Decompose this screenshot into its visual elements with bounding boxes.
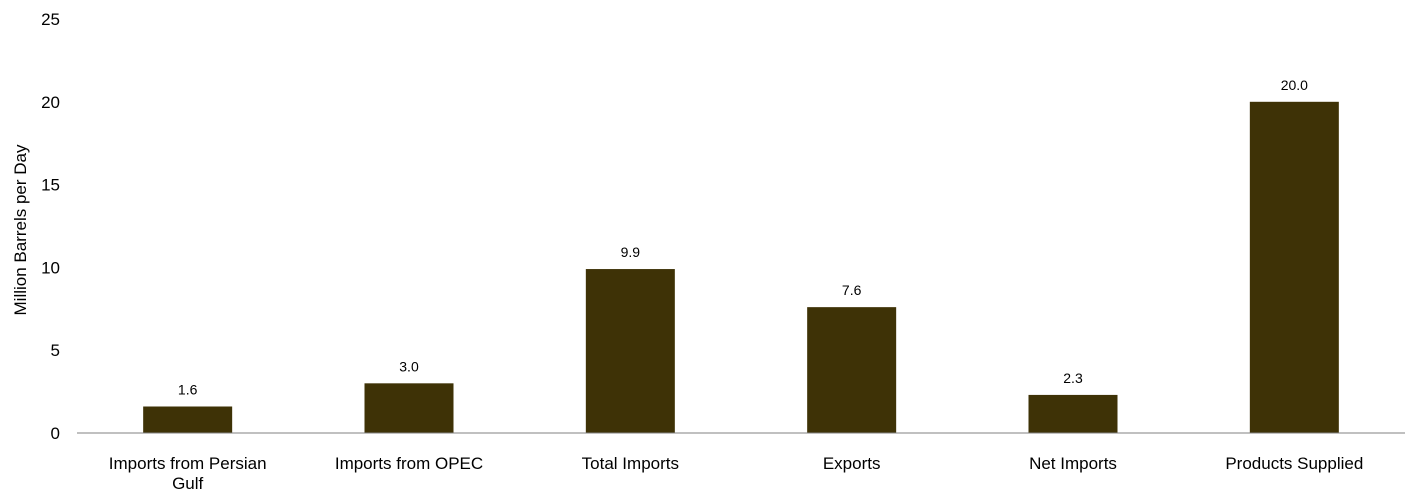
y-tick-label: 25 [41, 10, 60, 29]
x-tick-label: Products Supplied [1225, 454, 1363, 473]
y-tick-label: 5 [51, 341, 60, 360]
x-tick-label: Gulf [172, 474, 203, 493]
y-tick-label: 10 [41, 258, 60, 277]
bar [585, 269, 675, 433]
data-label: 7.6 [842, 282, 862, 298]
y-tick-label: 20 [41, 93, 60, 112]
bar [1028, 394, 1118, 433]
data-label: 9.9 [621, 244, 641, 260]
x-tick-label: Exports [823, 454, 881, 473]
bar [807, 307, 897, 433]
bar [364, 383, 454, 433]
data-label: 3.0 [399, 358, 419, 374]
x-tick-label: Imports from OPEC [335, 454, 483, 473]
y-tick-label: 15 [41, 176, 60, 195]
x-tick-label: Net Imports [1029, 454, 1117, 473]
x-tick-label: Imports from Persian [109, 454, 267, 473]
data-labels: 1.6 3.0 9.9 7.6 2.3 20.0 [178, 77, 1308, 398]
bar-series [143, 101, 1339, 434]
data-label: 20.0 [1281, 77, 1308, 93]
y-tick-label: 0 [51, 424, 60, 443]
y-axis-title: Million Barrels per Day [11, 144, 30, 315]
x-tick-label: Total Imports [582, 454, 679, 473]
data-label: 2.3 [1063, 370, 1083, 386]
bar [143, 406, 233, 433]
y-axis: 0 5 10 15 20 25 [41, 10, 60, 443]
data-label: 1.6 [178, 382, 198, 398]
bar [1249, 101, 1339, 434]
